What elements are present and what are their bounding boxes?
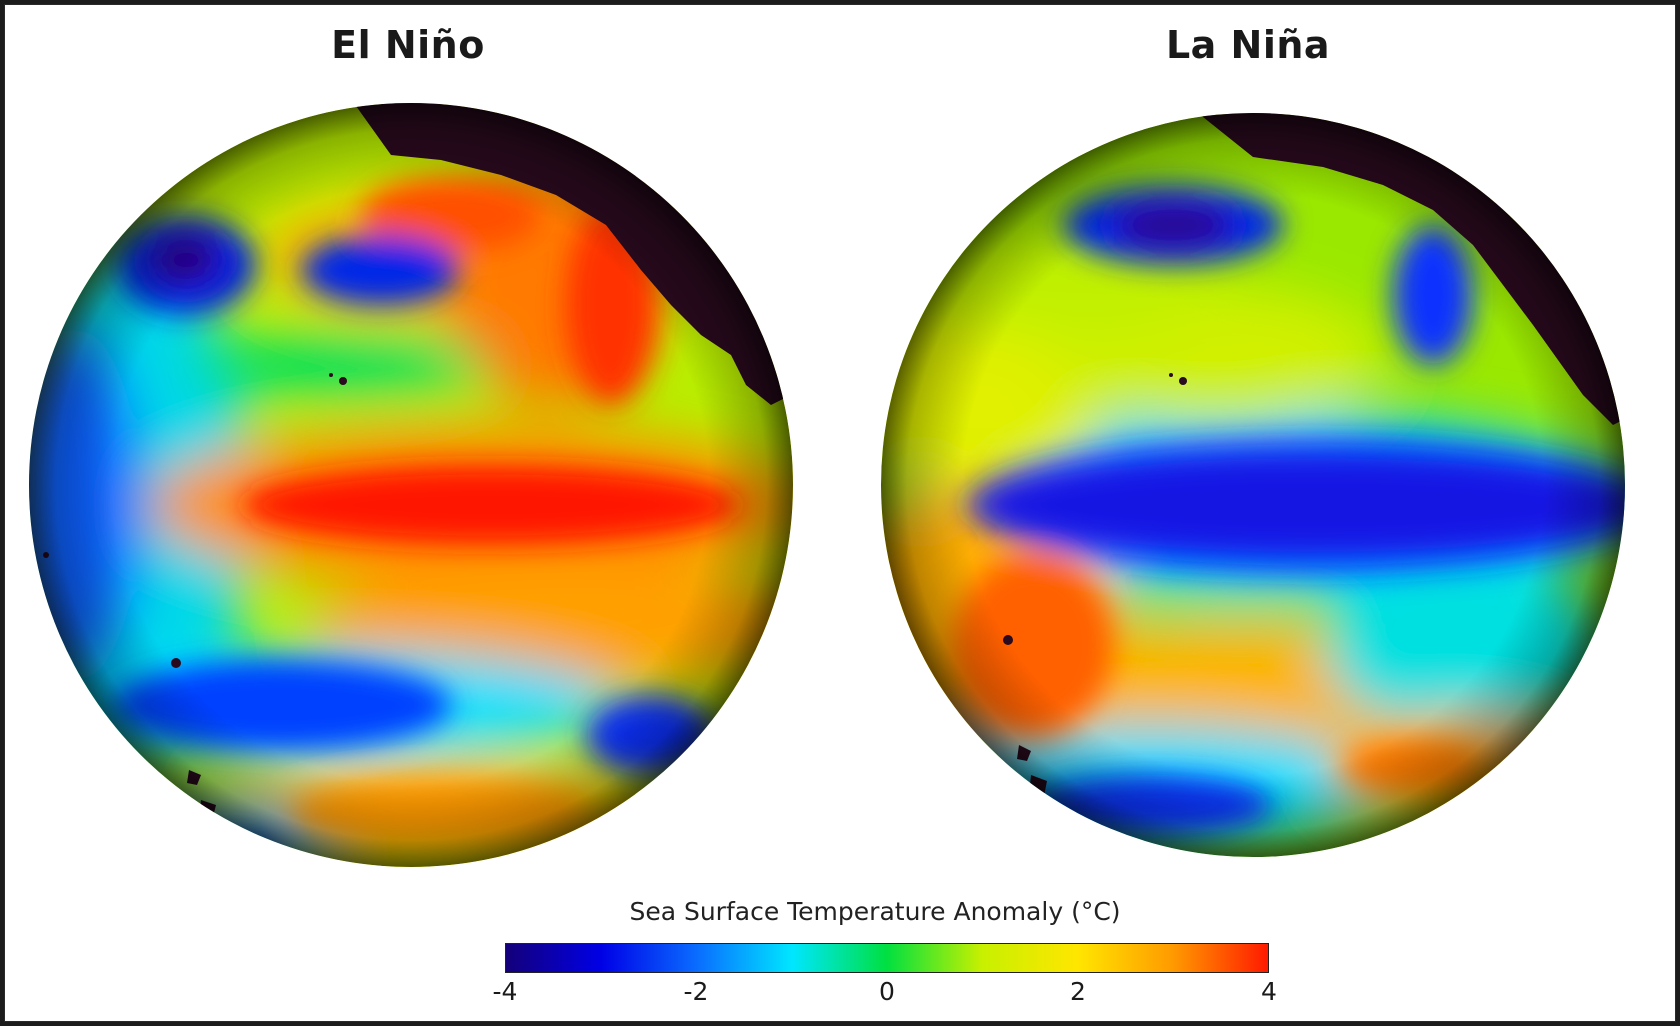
el-nino-title: El Niño: [331, 23, 485, 67]
australia-land: [881, 665, 963, 857]
colorbar: [505, 943, 1269, 973]
figure-frame: El Niño La Niña: [4, 4, 1676, 1022]
colorbar-tick-label: -4: [492, 977, 518, 1006]
colorbar-tick-label: -2: [683, 977, 709, 1006]
el-nino-globe: [29, 103, 793, 867]
colorbar-tick-label: 0: [879, 977, 895, 1006]
la-nina-globe: [881, 113, 1625, 857]
colorbar-tick-label: 2: [1070, 977, 1086, 1006]
australia-land: [29, 685, 121, 867]
colorbar-tick-label: 4: [1261, 977, 1277, 1006]
colorbar-title: Sea Surface Temperature Anomaly (°C): [629, 897, 1121, 926]
la-nina-title: La Niña: [1165, 23, 1331, 67]
